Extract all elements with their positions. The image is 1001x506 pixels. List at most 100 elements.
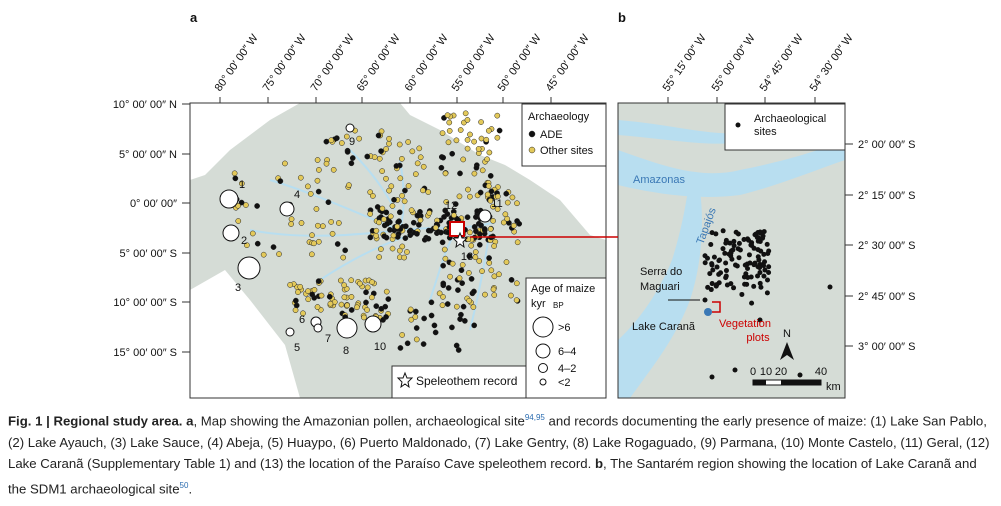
site-dot (452, 201, 459, 207)
site-dot (490, 286, 497, 293)
site-dot (720, 228, 726, 234)
site-dot (336, 220, 342, 226)
site-dot (473, 164, 480, 171)
site-dot (449, 150, 456, 157)
site-dot (316, 238, 322, 245)
site-dot (282, 160, 288, 167)
site-label: 13 (461, 251, 473, 263)
site-dot (314, 304, 321, 310)
caption-ref: 50 (179, 480, 189, 490)
site-dot (797, 372, 803, 378)
longitude-label: 70° 00′ 00″ W (309, 32, 357, 94)
latitude-label: 5° 00′ 00″ N (119, 149, 177, 161)
site-dot (438, 164, 445, 171)
site-dot (369, 294, 375, 301)
latitude-label: 0° 00′ 00″ (130, 198, 177, 210)
scale-label: 0 (750, 366, 756, 378)
river-label: Amazonas (633, 174, 685, 186)
site-dot (451, 212, 457, 219)
site-dot (739, 291, 745, 297)
site-dot (471, 170, 478, 177)
site-dot (293, 302, 300, 309)
site-dot (460, 156, 467, 163)
site-dot (478, 222, 484, 229)
scale-label: 20 (775, 366, 787, 378)
site-dot (309, 251, 315, 258)
site-dot (421, 315, 427, 322)
place-line: Maguari (640, 281, 680, 293)
site-dot (465, 186, 471, 193)
site-dot (238, 180, 245, 187)
maize-site (222, 224, 240, 242)
site-dot (742, 262, 748, 268)
site-dot (235, 218, 242, 224)
site-dot (340, 254, 347, 261)
site-dot (468, 242, 475, 249)
site-dot (755, 254, 761, 260)
lake-marker (449, 221, 465, 237)
site-dot (405, 139, 411, 145)
site-dot (457, 170, 463, 177)
site-dot (466, 253, 473, 259)
scale-bar (781, 380, 821, 385)
maize-site (237, 256, 261, 280)
legend-box (521, 103, 607, 167)
site-dot (413, 325, 420, 331)
star-marker (396, 371, 414, 389)
site-dot (731, 243, 737, 249)
star-marker (451, 231, 469, 249)
site-dot (425, 235, 432, 242)
site-dot (416, 145, 423, 152)
site-dot (483, 136, 490, 143)
site-dot (441, 246, 448, 253)
site-dot (371, 154, 378, 161)
site-dot (464, 117, 471, 123)
site-dot (758, 248, 764, 254)
site-dot (736, 255, 742, 261)
north-arrow (780, 342, 794, 360)
site-dot (723, 240, 729, 246)
site-dot (487, 173, 494, 179)
site-dot (314, 222, 321, 229)
site-dot (341, 282, 347, 288)
site-dot (386, 135, 392, 142)
site-dot (384, 220, 391, 227)
site-dot (708, 287, 714, 293)
site-dot (343, 133, 350, 140)
site-dot (323, 138, 330, 145)
site-dot (439, 130, 446, 137)
site-dot (475, 146, 482, 152)
site-dot (382, 303, 389, 310)
site-dot (276, 251, 282, 257)
site-dot (436, 290, 443, 297)
site-dot (504, 199, 511, 206)
site-dot (485, 183, 492, 189)
site-dot (707, 271, 713, 277)
longitude-label: 45° 00′ 00″ W (544, 32, 592, 94)
site-dot (464, 214, 471, 221)
site-dot (723, 260, 729, 266)
site-dot (488, 188, 495, 195)
longitude-label: 55° 00′ 00″ W (710, 32, 758, 94)
site-dot (445, 139, 452, 146)
site-dot (449, 260, 456, 267)
site-dot (309, 291, 316, 298)
site-dot (453, 137, 460, 144)
latitude-label: 2° 00′ 00″ S (858, 139, 915, 151)
site-dot (446, 128, 453, 134)
site-dot (467, 193, 473, 200)
site-dot (439, 239, 446, 246)
site-label: 2 (241, 235, 247, 247)
site-dot (314, 157, 321, 163)
site-dot (442, 207, 449, 214)
site-dot (399, 332, 405, 338)
site-dot (406, 228, 413, 235)
site-dot (300, 310, 306, 317)
legend-item: >6 (558, 322, 571, 334)
longitude-label: 60° 00′ 00″ W (403, 32, 451, 94)
site-dot (456, 193, 463, 200)
site-dot (254, 240, 261, 247)
site-dot (376, 219, 382, 226)
site-dot (413, 336, 420, 343)
